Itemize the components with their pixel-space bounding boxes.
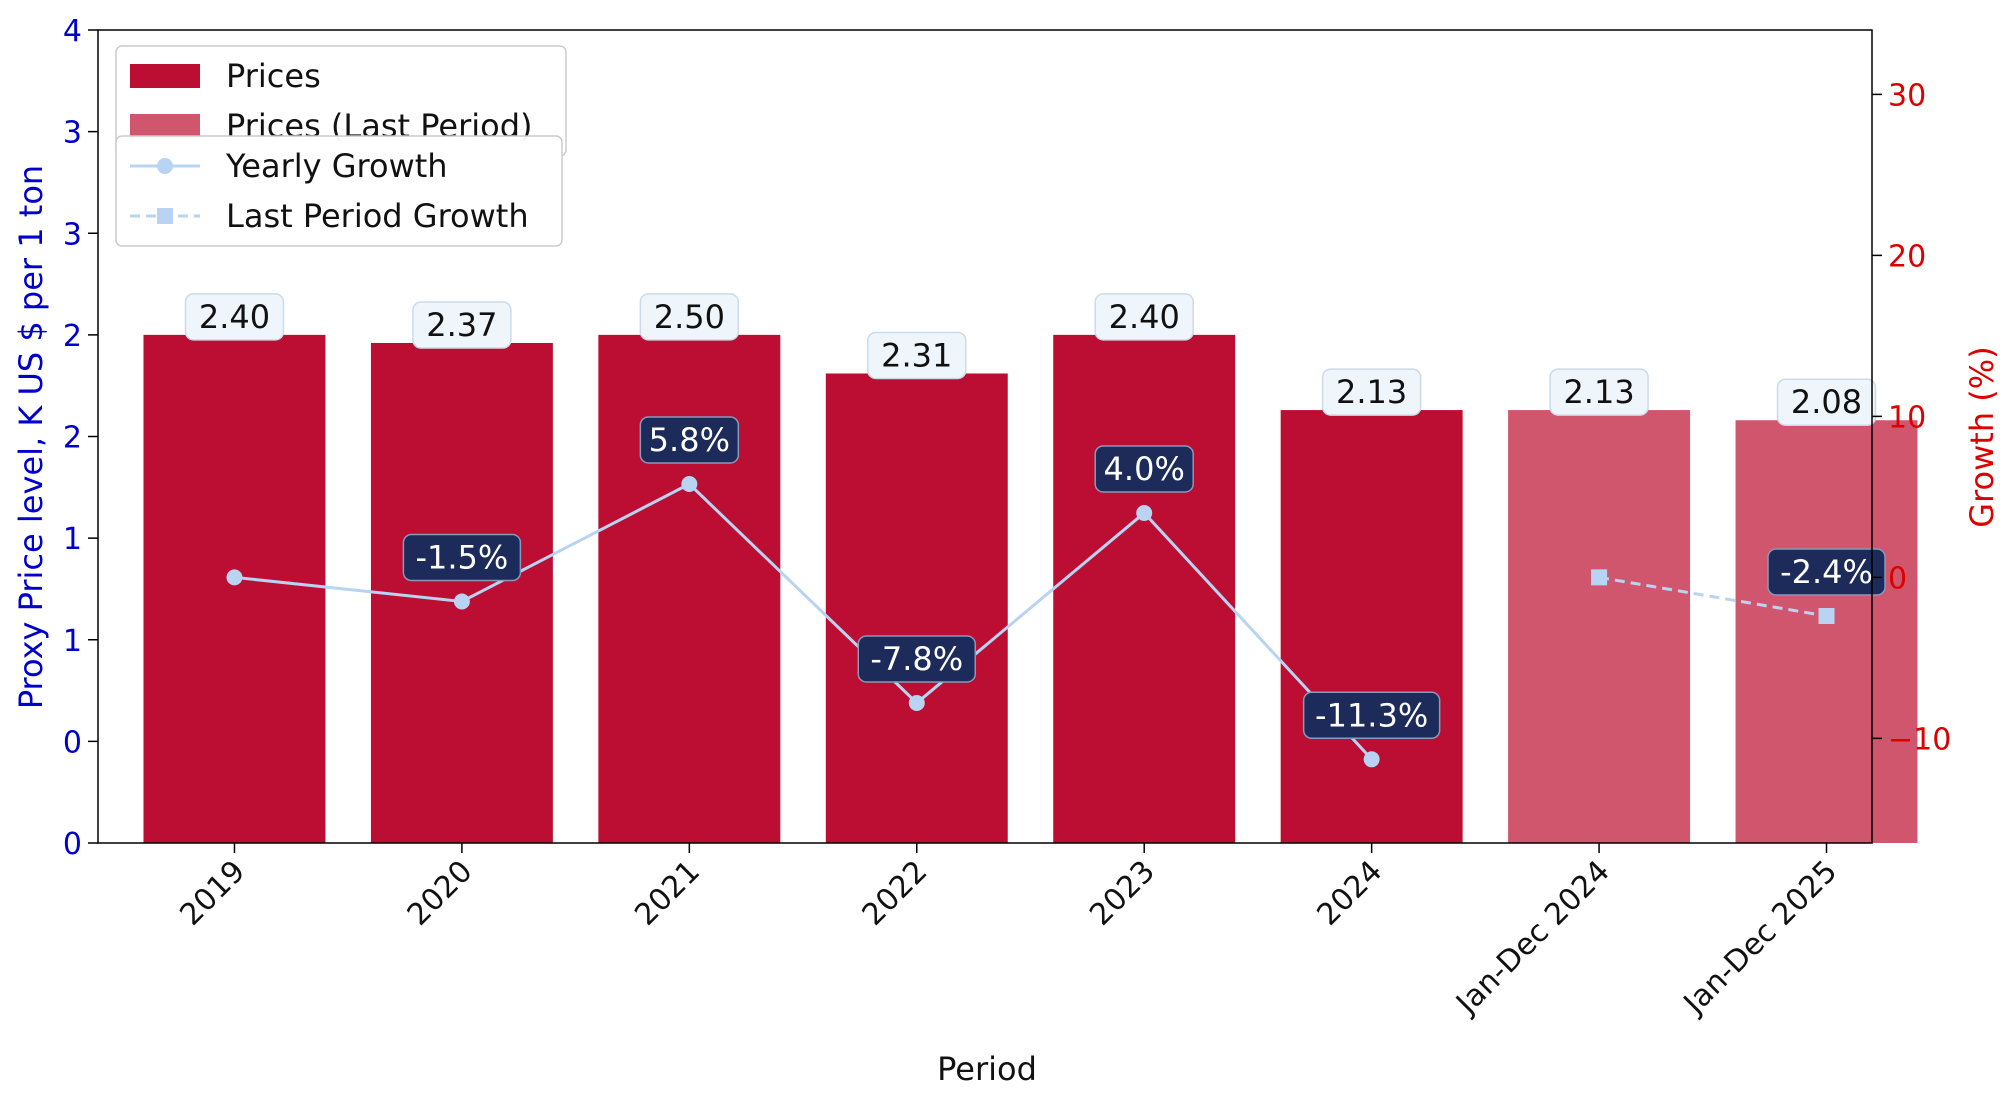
growth-label-2021-box <box>639 416 740 464</box>
bar-jan-dec-2025 <box>1735 420 1918 843</box>
growth-label-2023-text: 4.0% <box>1104 450 1185 488</box>
bar-label-2019-box <box>184 293 285 341</box>
legend-label: Yearly Growth <box>225 147 448 185</box>
left-tick-label: 2 <box>63 421 82 456</box>
labels-layer: 2.40 2.37 2.50 2.31 2.40 2.13 2.13 2.08 -1.5% 5.8… <box>184 293 1886 740</box>
point-2021 <box>681 475 698 492</box>
bar-label-jan-dec-2024: 2.13 <box>1549 368 1649 416</box>
left-tick-label: 4 <box>63 14 82 49</box>
bar-label-2021-box <box>639 293 740 341</box>
growth-label-2020-text: -1.5% <box>415 539 508 577</box>
left-tick-label: 3 <box>63 217 82 252</box>
y-axis-left-title: Proxy Price level, K US $ per 1 ton <box>12 165 50 709</box>
left-tick-label: 0 <box>63 725 82 760</box>
growth-label-2022-box <box>857 635 977 683</box>
bar-label-2024: 2.13 <box>1321 368 1422 416</box>
bar-2021 <box>598 334 781 843</box>
bar-label-jan-dec-2024-box <box>1549 368 1649 416</box>
growth-label-2023-box <box>1094 445 1194 493</box>
bar-label-2022-box <box>867 331 967 380</box>
bar-label-jan-dec-2024-text: 2.13 <box>1563 373 1634 411</box>
growth-label-jan-dec-2025-text: -2.4% <box>1780 553 1873 591</box>
y-axis-right-title: Growth (%) <box>1963 346 2001 527</box>
legend-swatch <box>130 64 200 88</box>
growth-label-2021: 5.8% <box>639 416 740 464</box>
growth-label-2022-text: -7.8% <box>870 640 963 678</box>
left-tick-label: 0 <box>63 827 82 862</box>
bar-label-2023: 2.40 <box>1094 293 1194 341</box>
legend-label: Last Period Growth <box>226 197 529 235</box>
growth-label-2023: 4.0% <box>1094 445 1194 493</box>
bar-label-2022: 2.31 <box>867 331 967 380</box>
line-yearly-growth <box>234 482 1373 761</box>
lines-layer <box>226 475 1835 768</box>
growth-label-2020: -1.5% <box>402 533 522 582</box>
bar-label-2024-text: 2.13 <box>1336 373 1407 411</box>
left-tick-label: 1 <box>63 522 82 557</box>
bar-label-jan-dec-2025-box <box>1776 378 1877 426</box>
legend-lines-frame <box>115 135 563 247</box>
growth-label-2021-text: 5.8% <box>649 421 730 459</box>
point-2023 <box>1136 504 1153 521</box>
left-tick-label: 2 <box>63 319 82 354</box>
bar-label-2020: 2.37 <box>412 301 512 349</box>
bar-label-2024-box <box>1321 368 1422 416</box>
right-tick-label: 0 <box>1888 561 1907 596</box>
growth-label-jan-dec-2025-box <box>1767 548 1886 596</box>
right-tick-label: 10 <box>1888 400 1926 435</box>
point-2019 <box>226 569 243 586</box>
growth-label-2020-box <box>402 533 522 582</box>
growth-label-2024: -11.3% <box>1302 691 1441 740</box>
growth-label-2024-text: -11.3% <box>1315 696 1428 734</box>
x-axis-title: Period <box>937 1050 1037 1088</box>
bar-label-2019: 2.40 <box>184 293 285 341</box>
bar-label-jan-dec-2025-text: 2.08 <box>1791 383 1862 421</box>
bar-label-2023-box <box>1094 293 1194 341</box>
bar-label-2021-text: 2.50 <box>654 298 725 336</box>
point-jan-dec-2024 <box>1591 569 1608 586</box>
bar-2019 <box>143 334 326 843</box>
right-tick-label: 30 <box>1888 78 1926 113</box>
right-tick-label: 20 <box>1888 239 1926 274</box>
legend-lines: Yearly Growth Last Period Growth <box>115 135 563 247</box>
legend-swatch <box>130 114 200 138</box>
growth-label-2022: -7.8% <box>857 635 977 683</box>
growth-label-2024-box <box>1302 691 1441 740</box>
point-2020 <box>453 593 470 610</box>
legend-marker <box>157 158 173 174</box>
right-tick-label: −10 <box>1888 722 1951 757</box>
bar-2023 <box>1053 334 1236 843</box>
left-tick-label: 3 <box>63 116 82 151</box>
line-last-period-growth <box>1598 575 1827 618</box>
point-2022 <box>908 694 925 711</box>
bar-2022 <box>825 373 1008 843</box>
bar-label-2023-text: 2.40 <box>1109 298 1180 336</box>
legend-label: Prices <box>226 57 321 95</box>
bar-2024 <box>1280 410 1463 843</box>
bar-label-jan-dec-2025: 2.08 <box>1776 378 1877 426</box>
point-2024 <box>1363 751 1380 768</box>
growth-label-jan-dec-2025: -2.4% <box>1767 548 1886 596</box>
bar-label-2021: 2.50 <box>639 293 740 341</box>
bar-jan-dec-2024 <box>1508 410 1691 843</box>
bar-label-2022-text: 2.31 <box>881 336 952 374</box>
legend-marker <box>157 208 173 224</box>
bar-label-2020-text: 2.37 <box>426 306 497 344</box>
bar-label-2019-text: 2.40 <box>199 298 270 336</box>
left-tick-label: 1 <box>63 624 82 659</box>
point-jan-dec-2025 <box>1818 608 1835 625</box>
bar-2020 <box>370 343 553 843</box>
bar-label-2020-box <box>412 301 512 349</box>
